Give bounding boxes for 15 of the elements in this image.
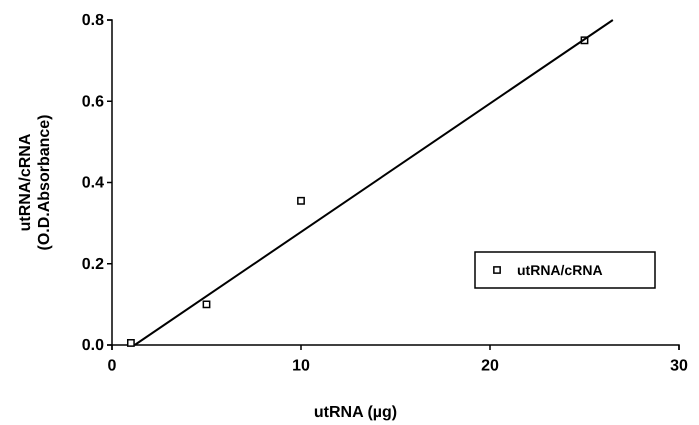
x-tick-label: 30 [670, 358, 688, 375]
y-tick-label: 0.8 [82, 12, 104, 30]
x-tick-label: 0 [108, 358, 117, 375]
x-tick-label: 20 [481, 358, 499, 375]
y-tick-label: 0.4 [82, 174, 104, 192]
x-tick-label: 10 [292, 358, 310, 375]
y-tick-label: 0.6 [82, 93, 104, 110]
y-tick-label: 0.2 [82, 256, 104, 273]
y-axis-title: utRNA/cRNA (O.D.Absorbance) [17, 114, 54, 251]
point [297, 196, 305, 205]
point [202, 300, 210, 308]
legend-label: utRNA/cRNA [517, 262, 603, 278]
point [126, 339, 135, 347]
y-tick-label: 0.0 [82, 337, 104, 354]
x-axis-title: utRNA (µg) [314, 404, 398, 421]
